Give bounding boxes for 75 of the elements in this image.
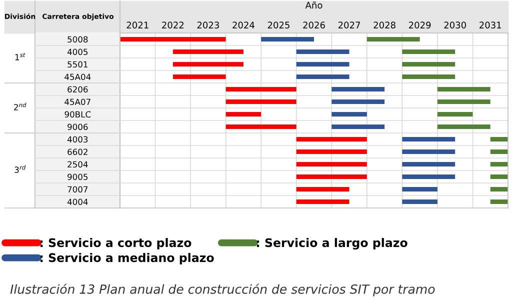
bar xyxy=(332,124,385,129)
x-tick-label: 2021 xyxy=(126,22,148,28)
legend-label: : Servicio a largo plazo xyxy=(256,238,408,250)
text: 3$^{rd}$ xyxy=(14,165,26,173)
bar xyxy=(490,162,508,166)
bar xyxy=(402,162,456,166)
bar xyxy=(402,200,438,204)
x-tick-label: 2031 xyxy=(480,22,502,28)
bar xyxy=(437,112,473,116)
y-tick-label: 6206 xyxy=(68,86,88,93)
y-tick-label: 45A07 xyxy=(64,98,90,106)
bar xyxy=(296,174,367,179)
y-tick-label: 4005 xyxy=(67,48,88,56)
bar xyxy=(296,150,367,154)
legend-label: : Servicio a mediano plazo xyxy=(40,252,214,264)
bar xyxy=(296,200,350,204)
x-tick-label: 2030 xyxy=(444,22,466,28)
y-tick-label: 6602 xyxy=(68,148,88,156)
x-tick-label: 2024 xyxy=(232,22,254,28)
bar xyxy=(172,50,244,54)
y-tick-label: 9005 xyxy=(68,174,88,180)
x-axis-title: Año xyxy=(305,1,322,9)
bar xyxy=(332,87,385,92)
bar xyxy=(490,200,508,204)
bar xyxy=(226,87,296,92)
y-tick-label: 4003 xyxy=(67,136,88,143)
bar xyxy=(437,100,490,104)
text: 2$^{nd}$ xyxy=(14,102,26,110)
y-tick-label: 2504 xyxy=(68,161,88,168)
bar xyxy=(490,174,508,179)
x-tick-label: 2022 xyxy=(162,22,184,28)
bar xyxy=(296,162,367,166)
bar xyxy=(172,62,244,66)
bar xyxy=(490,150,508,154)
x-tick-label: 2029 xyxy=(408,22,431,28)
bar xyxy=(226,112,262,116)
text: Ilustración 13 Plan anual de construcción de servicios SIT por tramo xyxy=(10,284,435,296)
y-tick-label: 7007 xyxy=(68,186,88,193)
bar xyxy=(332,100,385,104)
bar xyxy=(366,37,420,42)
y-tick-label: 4004 xyxy=(67,198,88,206)
bar xyxy=(296,50,350,54)
x-tick-label: 2026 xyxy=(303,22,325,28)
bar xyxy=(226,100,296,104)
bar xyxy=(402,62,456,66)
x-tick-label: 2023 xyxy=(197,22,219,28)
x-tick-label: 2025 xyxy=(268,22,290,28)
bar xyxy=(261,37,314,42)
bar xyxy=(226,124,296,129)
bar xyxy=(296,62,350,66)
bar xyxy=(402,74,456,79)
bar xyxy=(172,74,226,79)
y-tick-label: 5008 xyxy=(68,36,88,43)
x-tick-label: 2027 xyxy=(338,22,360,28)
bar xyxy=(437,87,490,92)
legend-label: : Servicio a corto plazo xyxy=(40,238,192,250)
bar xyxy=(402,187,438,192)
bar xyxy=(402,174,456,179)
bar xyxy=(296,187,350,192)
bar xyxy=(120,37,226,42)
y-tick-label: 45A04 xyxy=(64,74,91,80)
bar xyxy=(490,187,508,192)
bar xyxy=(402,50,456,54)
y-tick-label: 90BLC xyxy=(64,111,91,118)
bar xyxy=(332,112,367,116)
x-tick-label: 2028 xyxy=(374,22,396,28)
y-tick-label: 9006 xyxy=(68,124,88,130)
y-tick-label: 5501 xyxy=(68,61,88,68)
bar xyxy=(402,137,456,142)
bar xyxy=(296,74,350,79)
bar xyxy=(296,137,367,142)
bar xyxy=(402,150,456,154)
bar xyxy=(437,124,490,129)
bar xyxy=(490,137,508,142)
text: 1$^{st}$ xyxy=(15,52,26,60)
